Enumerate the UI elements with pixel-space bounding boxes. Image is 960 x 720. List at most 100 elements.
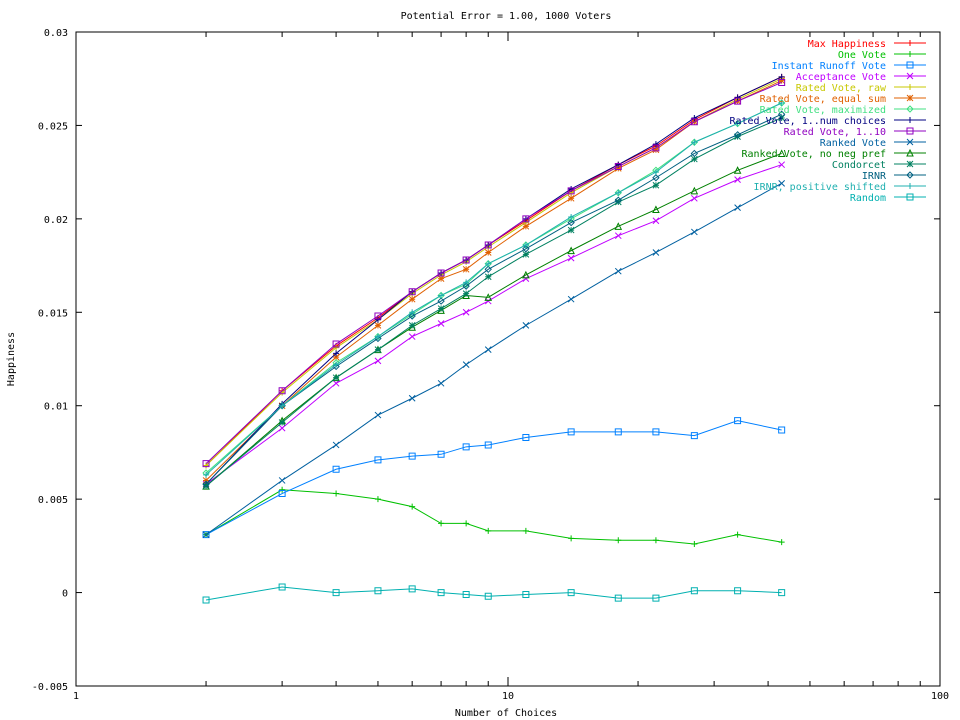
legend-label: Random (850, 193, 886, 204)
data-point (652, 169, 659, 176)
data-point (484, 346, 492, 354)
data-point (734, 176, 741, 183)
y-tick-label: 0.025 (38, 121, 68, 132)
series-max-happiness (203, 73, 785, 469)
data-point (462, 265, 470, 273)
data-point (278, 424, 286, 432)
data-point (690, 118, 698, 126)
data-point (437, 379, 445, 387)
data-point (778, 77, 786, 84)
legend-entry: Max Happiness (808, 39, 926, 50)
legend-entry: IRNR, positive shifted (754, 182, 926, 193)
series-line (205, 420, 782, 536)
data-point (332, 589, 340, 597)
data-point (437, 269, 445, 277)
data-point (374, 496, 381, 503)
x-axis-label: Number of Choices (455, 708, 557, 719)
legend-entry: Rated Vote, raw (796, 83, 926, 94)
data-point (522, 215, 530, 223)
data-point (614, 198, 622, 206)
data-point (652, 594, 660, 602)
legend-label: Ranked Vote, no neg pref (742, 149, 887, 160)
data-point (614, 196, 622, 204)
legend-marker (906, 138, 914, 146)
legend-marker (906, 160, 914, 168)
series-line (205, 76, 782, 466)
series-line (205, 117, 782, 487)
data-point (690, 155, 698, 163)
data-point (690, 186, 699, 195)
data-point (462, 590, 470, 598)
series-rated-vote-raw (203, 75, 785, 469)
data-point (484, 241, 492, 249)
data-point (777, 110, 786, 118)
legend-entry: Rated Vote, maximized (760, 105, 926, 116)
legend-marker (906, 193, 914, 201)
legend-marker (906, 61, 914, 69)
data-point (778, 589, 786, 597)
data-point (202, 480, 210, 488)
legend-marker (907, 51, 913, 57)
data-point (733, 166, 742, 174)
legend-label: IRNR (862, 171, 887, 182)
data-point (437, 305, 445, 312)
data-point (408, 394, 416, 402)
data-point (484, 265, 492, 274)
data-point (522, 270, 530, 279)
data-point (408, 333, 416, 340)
data-point (652, 144, 660, 152)
data-point (437, 320, 445, 327)
data-point (568, 213, 575, 220)
data-point (408, 322, 416, 329)
data-point (567, 187, 575, 195)
data-point (332, 353, 340, 361)
data-point (652, 249, 660, 256)
legend-marker (907, 183, 913, 189)
data-point (652, 217, 660, 225)
data-point (652, 141, 659, 148)
data-point (374, 456, 382, 464)
data-point (522, 251, 530, 258)
x-tick-label: 10 (502, 691, 514, 702)
data-point (437, 275, 445, 283)
legend-label: One Vote (838, 50, 886, 61)
data-point (408, 312, 416, 320)
data-point (614, 267, 622, 275)
data-point (614, 232, 622, 240)
data-point (652, 537, 659, 544)
data-point (462, 361, 470, 368)
data-point (778, 539, 785, 546)
data-point (778, 426, 786, 434)
legend-marker (906, 127, 914, 135)
legend-entry: Rated Vote, 1..num choices (729, 116, 926, 127)
series-condorcet (202, 114, 786, 490)
legend-marker (907, 117, 913, 123)
data-point (485, 260, 492, 267)
data-point (203, 471, 210, 478)
legend-entry: Instant Runoff Vote (772, 61, 926, 72)
y-tick-label: 0.03 (44, 28, 68, 39)
data-point (734, 587, 742, 595)
data-point (567, 246, 575, 255)
series-line (205, 586, 782, 601)
legend-label: Acceptance Vote (796, 72, 886, 83)
data-point (652, 146, 660, 154)
data-point (202, 482, 210, 490)
legend-marker (906, 148, 914, 157)
legend-marker (906, 72, 914, 80)
data-point (733, 131, 742, 139)
data-point (374, 316, 381, 323)
data-point (332, 465, 340, 473)
data-point (484, 293, 493, 301)
data-point (374, 346, 382, 354)
legend-label: IRNR, positive shifted (754, 182, 886, 193)
data-point (374, 333, 381, 340)
data-point (778, 161, 786, 169)
data-point (777, 99, 786, 107)
data-point (202, 531, 210, 538)
data-point (614, 163, 622, 171)
data-point (408, 295, 416, 303)
data-point (734, 94, 741, 101)
data-point (332, 374, 340, 382)
